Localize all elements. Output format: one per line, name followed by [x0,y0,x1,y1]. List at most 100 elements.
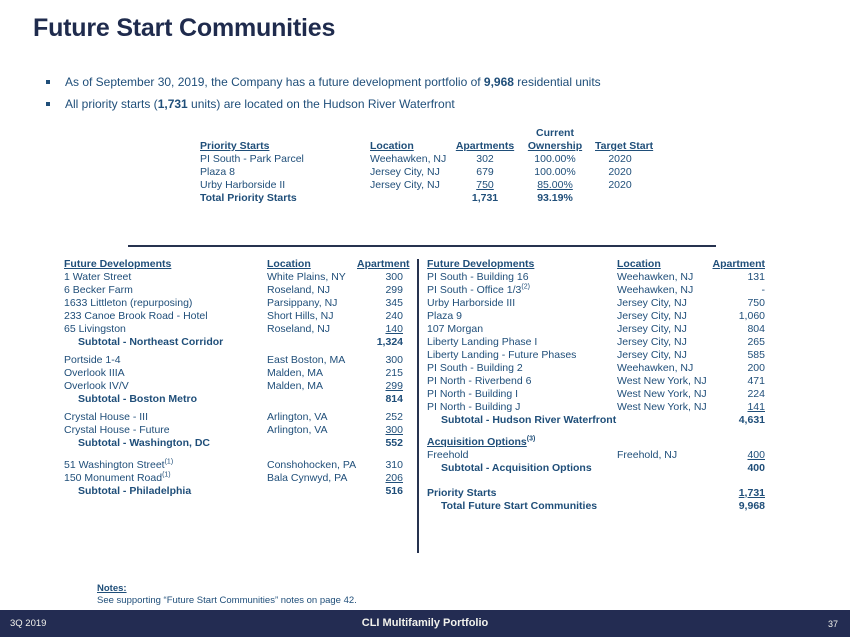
bullet-marker-icon [46,80,50,84]
bullet-text: As of September 30, 2019, the Company ha… [65,75,484,89]
cell-name: 51 Washington Street(1) [64,458,174,472]
bullet-marker-icon [46,102,50,106]
cell-value: 1,060 [738,310,765,322]
page-title: Future Start Communities [33,14,336,42]
notes-text: See supporting “Future Start Communities… [97,595,357,606]
bullet-text: All priority starts ( [65,97,158,111]
cell-value: 140 [385,323,403,335]
cell-name: Total Future Start Communities [441,500,598,512]
col-header: Apartments [455,140,515,152]
cell-name: Liberty Landing Phase I [427,336,538,348]
cell-location [617,436,712,449]
cell-location: Jersey City, NJ [617,323,687,335]
cell-location: Malden, MA [267,367,324,379]
table-row: 51 Washington Street(1) Conshohocken, PA 3… [64,459,403,472]
cell-value: 814 [385,393,403,405]
cell-location: Jersey City, NJ [617,349,687,361]
footer-quarter: 3Q 2019 [10,618,47,629]
table-header-row: Future Developments Location Apartment [64,258,410,271]
cell-value: 240 [385,310,403,322]
bullet-text: residential units [513,75,601,89]
cell-name: PI South - Park Parcel [200,153,304,165]
col-header: Apartment [712,258,765,270]
cell-name: Subtotal - Philadelphia [78,485,192,497]
table-row: PI South - Park Parcel Weehawken, NJ 302 10… [200,153,645,166]
table-row: Urby Harborside II Jersey City, NJ 750 85.0… [200,179,645,192]
cell-value: 299 [385,380,403,392]
cell-location [617,487,712,500]
cell-name: Crystal House - Future [64,424,170,436]
col-header: Apartment [357,258,410,270]
cell-name: PI South - Building 16 [427,271,529,283]
cell-name: 6 Becker Farm [64,284,133,296]
cell-location [267,336,357,349]
cell-name: Urby Harborside III [427,297,516,309]
cell-location: Arlington, VA [267,424,328,436]
cell-location: West New York, NJ [617,401,707,413]
cell-location [617,500,712,513]
table-row: Crystal House - Future Arlington, VA 300 [64,424,403,437]
table-row: 233 Canoe Brook Road - Hotel Short Hills,… [64,310,403,323]
cell-location: Jersey City, NJ [617,310,687,322]
cell-name: Freehold [427,449,469,461]
table-row: 65 Livingston Roseland, NJ 140 [64,323,403,336]
cell-name: 107 Morgan [427,323,484,335]
cell-name: Plaza 8 [200,166,236,178]
cell-value: - [761,284,766,296]
bullet-number: 1,731 [157,97,188,111]
horizontal-divider [128,245,716,247]
cell-name: 1633 Littleton (repurposing) [64,297,193,309]
cell-value: 300 [385,271,403,283]
cell-value: 252 [385,411,403,423]
bullet-number: 9,968 [483,75,514,89]
table-row: Liberty Landing Phase I Jersey City, NJ 26… [427,336,765,349]
cell-name: Plaza 9 [427,310,463,322]
cell-value: 516 [385,485,403,497]
cell-location: Roseland, NJ [267,323,331,335]
cell-value [712,436,765,449]
table-row: 1 Water Street White Plains, NY 300 [64,271,403,284]
notes-label: Notes: [97,583,127,594]
col-header: Future Developments [64,258,172,270]
table-row: Portside 1-4 East Boston, MA 300 [64,354,403,367]
cell-location: West New York, NJ [617,388,707,400]
cell-location: Jersey City, NJ [617,336,687,348]
cell-ownership: 100.00% [534,153,576,165]
table-row: 6 Becker Farm Roseland, NJ 299 [64,284,403,297]
priority-starts-table: Priority Starts Location Apartments Current… [200,127,654,205]
cell-apartments: 302 [476,153,494,165]
table-row: Acquisition Options(3) [427,436,765,449]
cell-name: Subtotal - Northeast Corridor [78,336,224,348]
cell-value: 471 [747,375,765,387]
cell-location: Parsippany, NJ [267,297,338,309]
cell-apartments: 679 [476,166,494,178]
cell-location: Jersey City, NJ [370,166,440,178]
cell-ownership: 93.19% [537,192,573,204]
cell-value: 804 [747,323,765,335]
cell-location [617,462,712,475]
table-row: PI North - Building J West New York, NJ 14… [427,401,765,414]
cell-location: White Plains, NY [267,271,346,283]
table-row: Plaza 8 Jersey City, NJ 679 100.00% 2020 [200,166,645,179]
table-row: Priority Starts 1,731 [427,487,765,500]
col-header: Location [617,258,661,270]
cell-value: 400 [747,449,765,461]
col-header: Target Start [595,140,654,152]
table-row: PI South - Building 2 Weehawken, NJ 200 [427,362,765,375]
future-developments-table-left: Future Developments Location Apartment 1 Wa… [64,258,410,498]
col-header: Location [267,258,311,270]
table-row: Subtotal - Acquisition Options 400 [427,462,765,475]
cell-value: 300 [385,354,403,366]
cell-target: 2020 [608,166,632,178]
future-developments-table-right: Future Developments Location Apartment PI S… [427,258,765,513]
table-row: Liberty Landing - Future Phases Jersey Ci… [427,349,765,362]
cell-name: PI South - Building 2 [427,362,523,374]
table-row: PI South - Building 16 Weehawken, NJ 131 [427,271,765,284]
cell-target: 2020 [608,179,632,191]
vertical-divider [417,259,419,553]
cell-name: Urby Harborside II [200,179,286,191]
cell-value: 1,324 [376,336,403,348]
cell-value: 224 [747,388,765,400]
cell-value: 200 [747,362,765,374]
cell-name: Subtotal - Acquisition Options [441,462,592,474]
